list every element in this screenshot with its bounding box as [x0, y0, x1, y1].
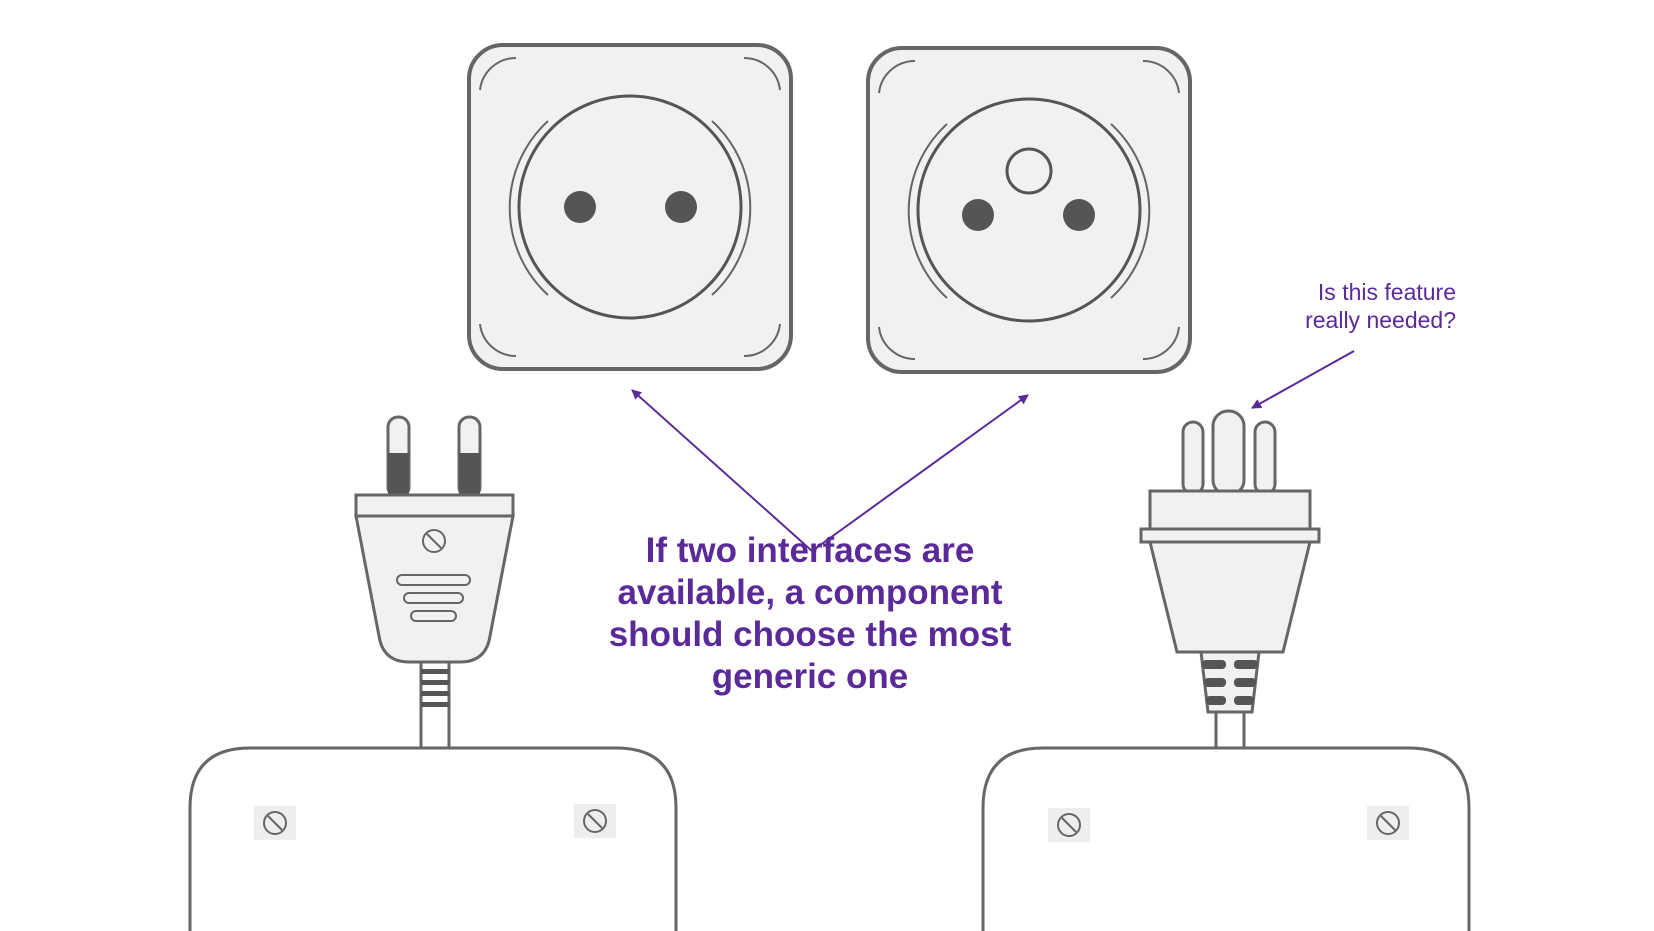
arrow-to-grounded-socket — [811, 394, 1029, 552]
three-pin-plug-icon — [1139, 409, 1321, 752]
grounded-socket-icon — [866, 46, 1192, 374]
arrow-to-two-pin-socket — [631, 389, 813, 552]
arrow-to-ground-pin — [1251, 350, 1355, 409]
main-caption-line: should choose the most — [608, 615, 1012, 654]
two-pin-socket-icon — [467, 43, 793, 371]
main-caption: If two interfaces are available, a compo… — [575, 530, 1045, 698]
device-housing-icon — [188, 746, 678, 931]
side-caption-line: Is this feature — [1317, 279, 1456, 305]
two-pin-plug-icon — [354, 415, 515, 750]
screw-icon — [263, 809, 607, 835]
screw-icon — [1057, 811, 1400, 837]
main-caption-line: generic one — [711, 657, 909, 696]
side-caption-line: really needed? — [1305, 307, 1456, 333]
side-caption: Is this feature really needed? — [1218, 278, 1456, 334]
main-caption-line: If two interfaces are — [645, 531, 975, 570]
screw-icon — [422, 529, 446, 553]
main-caption-line: available, a component — [617, 573, 1003, 612]
device-housing-icon — [981, 746, 1471, 931]
